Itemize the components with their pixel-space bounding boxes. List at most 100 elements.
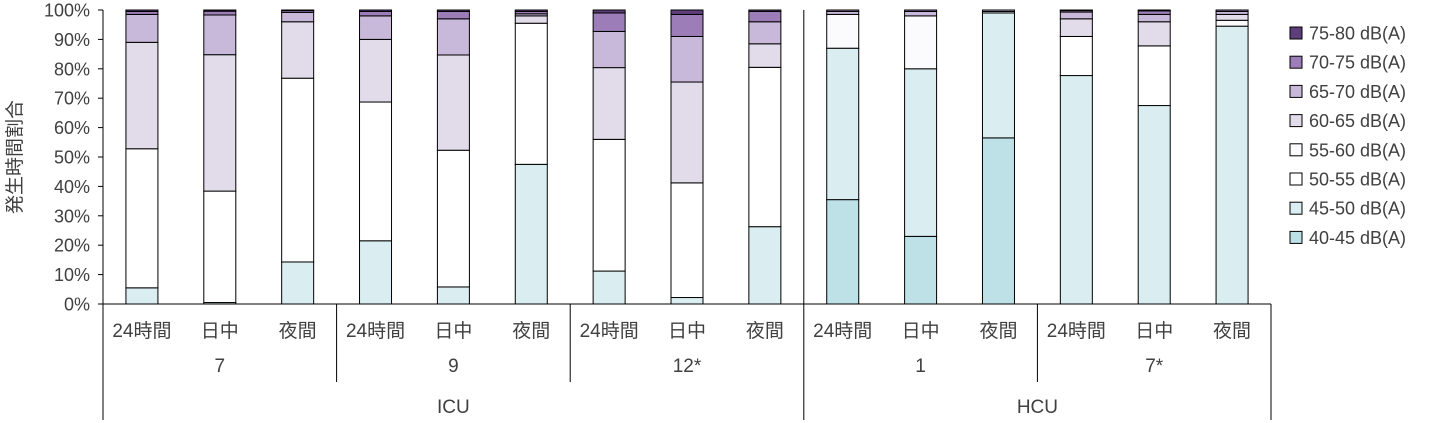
legend-label: 75-80 dB(A)	[1309, 24, 1406, 44]
y-tick-label: 70%	[54, 89, 90, 109]
axes-layer	[98, 9, 1272, 420]
x-category-label: 24時間	[813, 320, 872, 342]
bar-segment	[826, 9, 860, 12]
bar-segment	[670, 182, 704, 299]
bar-segment	[748, 9, 782, 12]
bar-segment	[436, 54, 470, 151]
bar-segment	[203, 54, 237, 192]
bar-segment	[359, 101, 393, 242]
group-label: ICU	[437, 397, 470, 418]
bar-segment	[359, 9, 393, 12]
legend-label: 45-50 dB(A)	[1309, 199, 1406, 219]
bar-segment	[203, 10, 237, 16]
bar-segment	[748, 66, 782, 228]
x-category-label: 24時間	[346, 320, 405, 342]
bar-segment	[670, 35, 704, 83]
bar-segment	[981, 9, 1015, 12]
y-tick-label: 80%	[54, 59, 90, 79]
bar-segment	[826, 199, 860, 305]
bar-segment	[359, 240, 393, 305]
bar-segment	[125, 13, 159, 43]
legend-swatch	[1289, 172, 1303, 186]
legend-label: 65-70 dB(A)	[1309, 82, 1406, 102]
bar-segment	[904, 235, 938, 305]
bar-segment	[670, 297, 704, 305]
subgroup-label: 9	[448, 356, 459, 377]
bar-segment	[1215, 9, 1249, 12]
legend-label: 55-60 dB(A)	[1309, 140, 1406, 160]
bar-segment	[514, 22, 548, 165]
x-category-label: 夜間	[746, 320, 784, 342]
x-category-label: 日中	[201, 320, 239, 342]
bar-segment	[281, 261, 315, 305]
legend-swatch	[1289, 230, 1303, 244]
bar-segment	[281, 77, 315, 263]
subgroup-label: 12*	[673, 356, 702, 377]
bar-segment	[592, 138, 626, 272]
bar-segment	[748, 10, 782, 23]
bar-segment	[514, 15, 548, 24]
bar-segment	[1059, 18, 1093, 37]
legend-swatch	[1289, 55, 1303, 69]
bar-segment	[1137, 45, 1171, 107]
bar-segment	[1215, 13, 1249, 21]
x-category-label: 24時間	[580, 320, 639, 342]
legend-label: 50-55 dB(A)	[1309, 170, 1406, 190]
bar-segment	[1059, 9, 1093, 12]
subgroup-label: 1	[915, 356, 926, 377]
legend-swatch	[1289, 143, 1303, 157]
x-category-label: 24時間	[1047, 320, 1106, 342]
bar-segment	[1215, 19, 1249, 27]
y-tick-label: 90%	[54, 30, 90, 50]
bar-segment	[125, 41, 159, 150]
bar-segment	[904, 68, 938, 237]
bar-segment	[826, 13, 860, 49]
bar-segment	[359, 38, 393, 103]
legend-swatch	[1289, 84, 1303, 98]
x-category-label: 夜間	[512, 320, 550, 342]
bar-segment	[436, 286, 470, 305]
bar-segment	[1137, 13, 1171, 23]
bar-segment	[670, 13, 704, 37]
bar-segment	[436, 149, 470, 288]
group-label: HCU	[1017, 397, 1058, 418]
bar-segment	[748, 21, 782, 45]
bar-segment	[592, 67, 626, 140]
bar-segment	[981, 12, 1015, 139]
labels-layer: 0% 10% 20% 30% 40% 50% 60% 70% 80% 90% 100% 24時間 日中 夜…	[44, 1, 1251, 419]
bar-segment	[359, 10, 393, 17]
legend-swatch	[1289, 201, 1303, 215]
bar-segment	[592, 9, 626, 14]
bar-segment	[1215, 25, 1249, 305]
bar-segment	[670, 81, 704, 184]
bar-segment	[748, 226, 782, 305]
legend-swatch	[1289, 26, 1303, 40]
bar-segment	[203, 9, 237, 12]
x-category-label: 日中	[1135, 320, 1173, 342]
y-tick-label: 20%	[54, 236, 90, 256]
x-category-label: 夜間	[1213, 320, 1251, 342]
y-tick-label: 100%	[44, 1, 90, 21]
bar-segment	[748, 43, 782, 68]
bar-segment	[436, 10, 470, 20]
legend-label: 70-75 dB(A)	[1309, 53, 1406, 73]
bar-segment	[1137, 21, 1171, 47]
bar-segment	[1059, 35, 1093, 77]
bar-segment	[514, 9, 548, 12]
bars-layer	[125, 9, 1249, 305]
x-category-label: 日中	[902, 320, 940, 342]
x-category-label: 24時間	[112, 320, 171, 342]
subgroup-label: 7*	[1145, 356, 1164, 377]
bar-segment	[1137, 9, 1171, 12]
bar-segment	[904, 15, 938, 70]
y-tick-label: 30%	[54, 206, 90, 226]
bar-segment	[670, 9, 704, 15]
bar-segment	[981, 137, 1015, 305]
bar-segment	[125, 287, 159, 305]
subgroup-label: 7	[215, 356, 226, 377]
bar-segment	[359, 15, 393, 40]
bar-segment	[592, 12, 626, 32]
bar-segment	[1059, 75, 1093, 305]
bar-segment	[592, 270, 626, 305]
